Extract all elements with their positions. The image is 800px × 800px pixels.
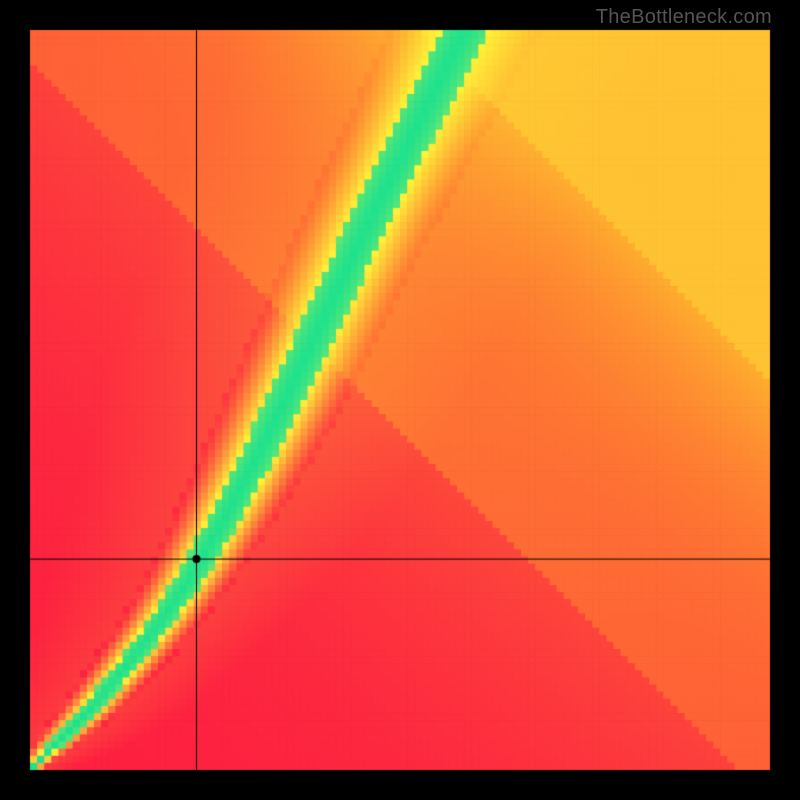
chart-container: TheBottleneck.com	[0, 0, 800, 800]
watermark-text: TheBottleneck.com	[596, 6, 772, 29]
heatmap-canvas	[0, 0, 800, 800]
